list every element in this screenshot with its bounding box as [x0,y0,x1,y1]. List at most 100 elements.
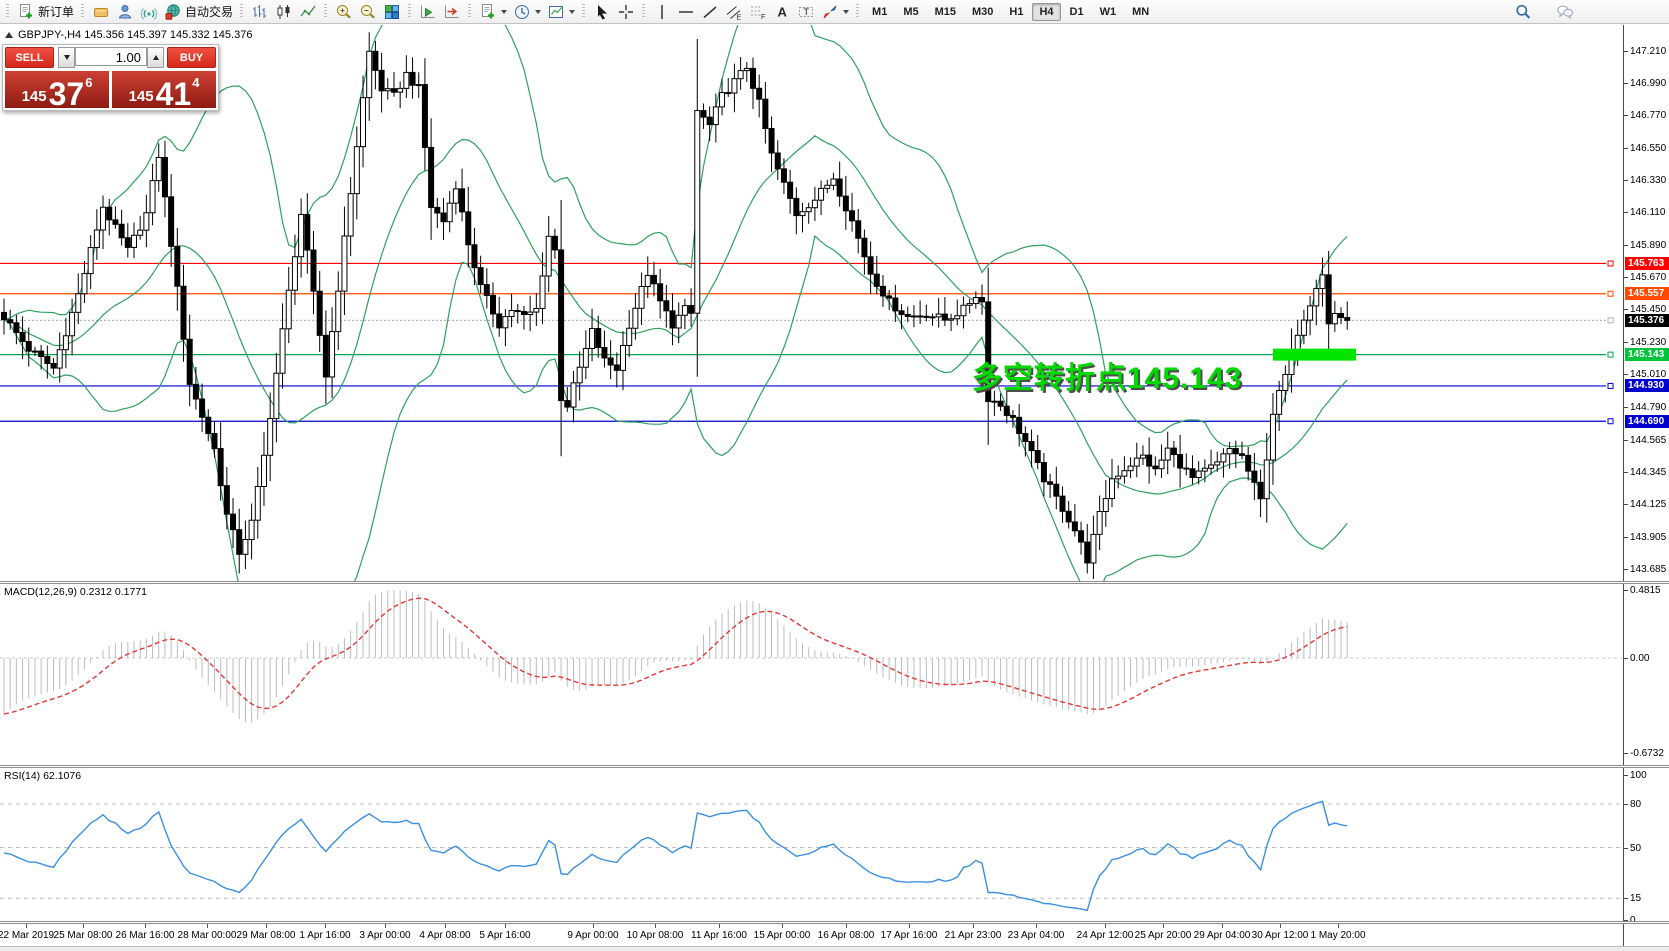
cursor-tool-button[interactable] [590,2,614,22]
zoom-in-button[interactable] [332,2,356,22]
price-tick-label: 145.890 [1630,239,1667,251]
new-order-icon [20,3,32,18]
symbol-header: GBPJPY-,H4 145.356 145.397 145.332 145.3… [5,29,252,41]
new-order-button[interactable]: 新订单 [14,2,77,22]
chart-shift-button[interactable] [440,2,464,22]
price-tick-mark [1624,115,1628,117]
volume-input[interactable]: 1.00 [75,47,147,66]
text-tool-button[interactable]: A [770,2,794,22]
time-tick-mark [1105,924,1106,928]
timeframe-d1-button[interactable]: D1 [1069,5,1084,18]
timeframe-h1-button[interactable]: H1 [1009,5,1024,18]
new-order-label: 新订单 [38,5,75,19]
timeframe-h4-button[interactable]: H4 [1032,2,1061,21]
price-axis[interactable]: 147.210 146.990 146.770 146.550 146.330 146.1… [1623,25,1669,946]
auto-scroll-icon [421,5,435,18]
collapse-panel-icon[interactable] [5,32,13,38]
tile-windows-button[interactable] [380,2,404,22]
sell-price-display[interactable]: 145 37 6 [5,71,109,108]
sell-price-pips: 37 [48,75,85,108]
buy-button[interactable]: BUY [167,47,216,68]
time-tick-label: 29 Apr 04:00 [1193,930,1251,941]
price-level-badge-144.930: 144.930 [1625,379,1669,393]
macd-pane-canvas[interactable] [0,584,1622,765]
hline-marker-145.763[interactable] [1607,260,1614,267]
main-chart-canvas[interactable] [0,25,1622,581]
hline-marker-145.557[interactable] [1607,290,1614,297]
rsi-tick-label: 80 [1630,799,1642,810]
price-tick-mark [1624,147,1628,149]
timeframe-m5-button[interactable]: M5 [903,5,919,18]
timeframe-m15-button[interactable]: M15 [934,5,956,18]
price-tick-mark [1624,471,1628,473]
fibonacci-tool-button[interactable]: F [746,2,770,22]
time-tick-mark [1163,924,1164,928]
timeframe-m1-button[interactable]: M1 [872,5,888,18]
candlestick-mode-button[interactable] [272,2,296,22]
styler-button[interactable] [89,2,113,22]
time-tick-label: 1 May 20:00 [1310,930,1366,941]
time-tick-mark [1222,924,1223,928]
dropdown-arrow-icon [535,9,542,14]
line-chart-mode-button[interactable] [296,2,320,22]
hline-marker-145.143[interactable] [1607,351,1614,358]
search-button[interactable] [1511,2,1535,22]
time-axis[interactable]: 22 Mar 2019 25 Mar 08:00 26 Mar 16:00 28 Ma… [0,924,1622,946]
hline-marker-144.930[interactable] [1607,382,1614,389]
trendline-tool-icon [703,5,717,18]
equidistant-channel-tool-button[interactable]: E [722,2,746,22]
trade-quotes-row: 145 37 6 145 41 4 [3,71,218,108]
time-tick-label: 1 Apr 16:00 [299,930,351,941]
templates-button[interactable] [544,2,578,22]
search-icon [1516,4,1531,19]
price-tick-mark [1624,309,1628,311]
bar-chart-mode-button[interactable] [248,2,272,22]
price-tick-mark [1624,439,1628,441]
price-level-badge-145.143: 145.143 [1625,348,1669,362]
volume-decrease-button[interactable] [58,47,75,68]
time-tick-mark [782,924,783,928]
indicators-list-icon [482,3,495,18]
pane-separator[interactable] [0,765,1669,768]
price-level-badge-145.763: 145.763 [1625,256,1669,270]
indicators-list-button[interactable] [476,2,510,22]
buy-price-display[interactable]: 145 41 4 [112,71,216,108]
rsi-pane-canvas[interactable] [0,768,1622,921]
time-tick-label: 17 Apr 16:00 [880,930,938,941]
profile-button[interactable] [113,2,137,22]
volume-increase-button[interactable] [147,47,164,68]
hline-marker-144.690[interactable] [1607,418,1614,425]
zoom-in-icon [337,4,351,19]
pane-separator[interactable] [0,581,1669,584]
price-tick-label: 146.550 [1630,142,1667,154]
crosshair-tool-button[interactable] [614,2,638,22]
hline-marker-145.376[interactable] [1607,317,1614,324]
arrows-tool-button[interactable] [818,2,852,22]
vertical-line-tool-button[interactable] [650,2,674,22]
signals-button[interactable] [137,2,161,22]
time-tick-mark [145,924,146,928]
timeframe-w1-button[interactable]: W1 [1099,5,1117,18]
fibonacci-tool-icon: F [751,6,765,21]
price-tick-label: 145.450 [1630,304,1667,316]
periods-button[interactable] [510,2,544,22]
buy-price-figure: 145 [128,88,154,105]
time-tick-mark [846,924,847,928]
zoom-out-button[interactable] [356,2,380,22]
autotrading-button[interactable]: 自动交易 [161,2,236,22]
horizontal-line-tool-button[interactable] [674,2,698,22]
time-tick-label: 11 Apr 16:00 [691,930,747,941]
text-label-tool-button[interactable]: T [794,2,818,22]
trendline-tool-button[interactable] [698,2,722,22]
time-tick-label: 29 Mar 08:00 [236,930,296,941]
auto-scroll-button[interactable] [416,2,440,22]
time-tick-label: 25 Mar 08:00 [53,930,113,941]
time-tick-label: 23 Apr 04:00 [1007,930,1065,941]
chat-button[interactable] [1553,2,1577,22]
sell-button[interactable]: SELL [5,47,54,68]
time-tick-label: 24 Apr 12:00 [1076,930,1134,941]
pane-separator[interactable] [0,921,1669,924]
macd-histogram [3,590,1348,723]
timeframe-m30-button[interactable]: M30 [972,5,994,18]
timeframe-mn-button[interactable]: MN [1132,5,1150,18]
